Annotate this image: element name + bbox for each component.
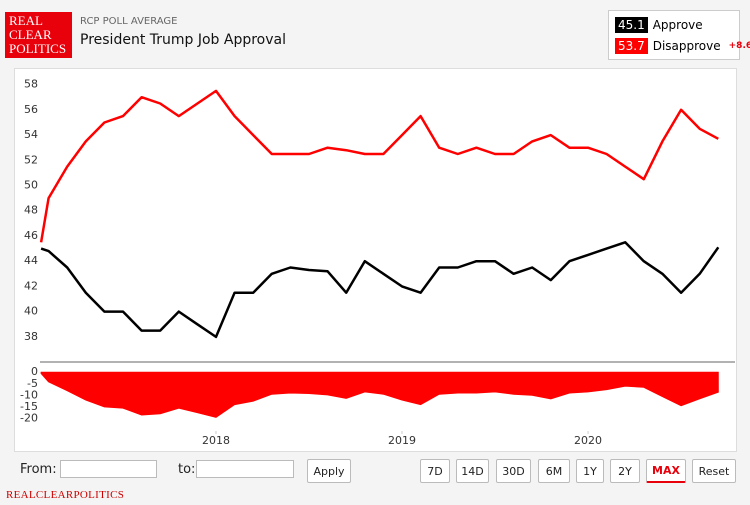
range-button[interactable]: Reset (692, 459, 736, 483)
logo-text: CLEAR (9, 27, 52, 42)
spread-area (40, 371, 719, 418)
y-tick-label: -5 (27, 377, 38, 390)
logo[interactable]: REAL CLEAR POLITICS (5, 12, 72, 58)
x-tick-label: 2019 (388, 434, 416, 447)
y-tick-label: -15 (20, 400, 38, 413)
logo-text: REAL (9, 13, 43, 28)
y-tick-label: 50 (24, 179, 38, 192)
title: President Trump Job Approval (80, 32, 287, 48)
range-button[interactable]: 30D (496, 459, 531, 483)
range-button[interactable]: 6M (538, 459, 570, 483)
y-tick-label: 46 (24, 229, 38, 242)
logo-text: POLITICS (9, 41, 67, 56)
range-button[interactable]: 7D (420, 459, 450, 483)
y-tick-label: 44 (24, 254, 38, 267)
footer: REALCLEARPOLITICS (6, 489, 125, 501)
y-tick-label: 48 (24, 204, 38, 217)
apply-button[interactable]: Apply (307, 459, 351, 483)
from-label: From: (20, 462, 57, 477)
x-tick-label: 2018 (202, 434, 230, 447)
legend: 45.1 Approve 53.7 Disapprove +8.6 (608, 10, 750, 60)
series-line (40, 241, 720, 339)
range-button[interactable]: 1Y (576, 459, 604, 483)
legend-label: Approve (652, 18, 703, 32)
y-tick-label: 0 (31, 365, 38, 378)
y-tick-label: 52 (24, 153, 38, 166)
range-button[interactable]: 14D (456, 459, 489, 483)
legend-value: 53.7 (615, 38, 648, 54)
range-button[interactable]: 2Y (610, 459, 640, 483)
y-tick-label: 42 (24, 279, 38, 292)
y-tick-label: 40 (24, 305, 38, 318)
y-tick-label: -20 (20, 411, 38, 424)
y-tick-label: 38 (24, 330, 38, 343)
x-tick-label: 2020 (574, 434, 602, 447)
legend-value: 45.1 (615, 17, 648, 33)
to-label: to: (178, 462, 196, 477)
y-tick-label: -10 (20, 388, 38, 401)
y-tick-label: 58 (24, 78, 38, 91)
legend-row: 53.7 Disapprove +8.6 (615, 38, 750, 54)
y-tick-label: 54 (24, 128, 38, 141)
series-line (39, 89, 719, 243)
legend-row: 45.1 Approve (615, 17, 703, 33)
y-tick-label: 56 (24, 103, 38, 116)
to-input[interactable] (196, 460, 294, 478)
kicker: RCP POLL AVERAGE (80, 16, 178, 27)
from-input[interactable] (60, 460, 157, 478)
range-button[interactable]: MAX (646, 459, 686, 483)
legend-label: Disapprove (652, 39, 721, 53)
spread-label: +8.6 (728, 41, 750, 51)
